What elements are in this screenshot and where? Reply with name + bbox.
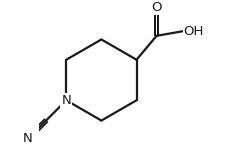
Text: N: N bbox=[23, 132, 33, 145]
Text: N: N bbox=[61, 94, 71, 107]
Text: O: O bbox=[151, 1, 162, 14]
Text: OH: OH bbox=[183, 25, 204, 38]
